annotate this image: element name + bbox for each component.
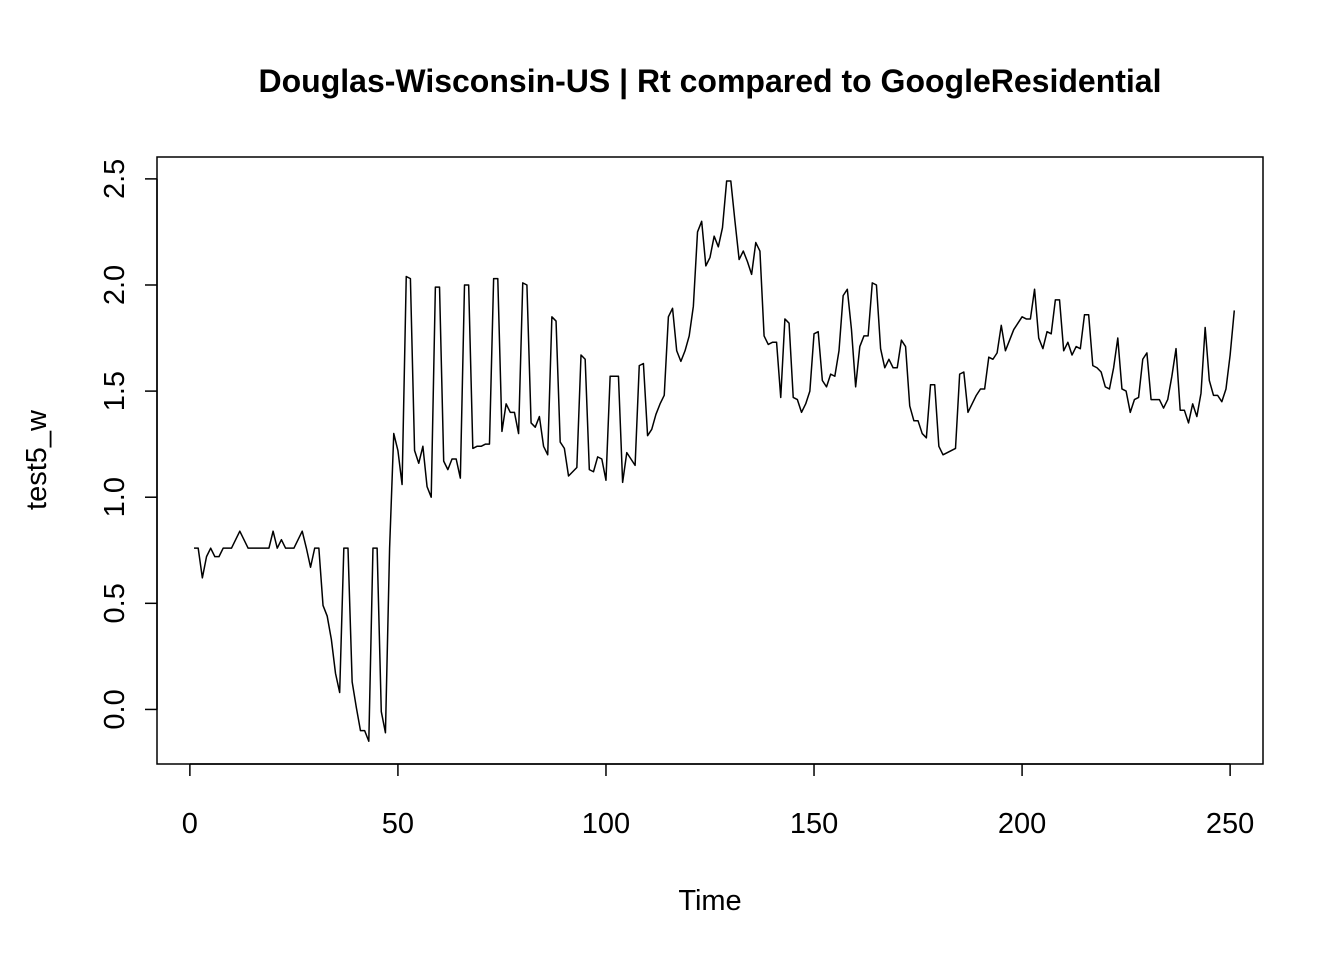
series-layer bbox=[194, 180, 1236, 743]
plot-frame bbox=[156, 156, 1264, 765]
y-tick-label: 1.5 bbox=[99, 371, 131, 411]
y-tick-label: 0.0 bbox=[99, 689, 131, 729]
series-line bbox=[194, 180, 1236, 743]
y-axis: 0.0 0.5 1.0 1.5 2.0 2.5 bbox=[99, 159, 158, 730]
y-tick-label: 2.0 bbox=[99, 265, 131, 305]
y-tick-label: 0.5 bbox=[99, 583, 131, 623]
x-tick-label: 100 bbox=[582, 808, 630, 840]
y-tick-label: 2.5 bbox=[99, 159, 131, 199]
x-tick-label: 50 bbox=[382, 808, 414, 840]
x-tick-label: 250 bbox=[1206, 808, 1254, 840]
x-axis-label: Time bbox=[678, 885, 741, 917]
x-tick-label: 0 bbox=[182, 808, 198, 840]
x-tick-label: 200 bbox=[998, 808, 1046, 840]
x-tick-label: 150 bbox=[790, 808, 838, 840]
y-axis-label: test5_w bbox=[21, 409, 53, 510]
chart-title: Douglas-Wisconsin-US | Rt compared to Go… bbox=[259, 63, 1162, 99]
x-axis: 0 50 100 150 200 250 bbox=[182, 763, 1254, 840]
y-tick-label: 1.0 bbox=[99, 477, 131, 517]
